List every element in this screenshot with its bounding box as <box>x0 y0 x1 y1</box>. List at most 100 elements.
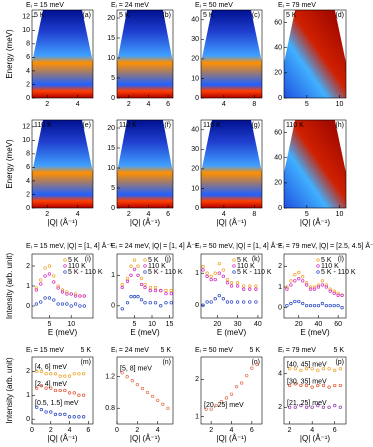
data-point <box>140 386 145 391</box>
heatmap <box>32 10 93 98</box>
legend-label: 5 K <box>237 257 248 264</box>
plot-frame <box>200 253 263 319</box>
data-point <box>53 372 58 376</box>
data-point <box>81 415 86 419</box>
data-point <box>209 274 213 279</box>
data-point <box>321 367 326 371</box>
x-tick-label: 4 <box>76 211 80 218</box>
data-point <box>229 392 234 396</box>
data-point <box>139 298 144 302</box>
data-point <box>287 367 292 371</box>
y-tick-label: 60 <box>274 129 282 136</box>
x-tick-label: 10 <box>336 101 344 108</box>
x-tick-label: 20 <box>213 321 221 328</box>
legend-marker <box>63 258 67 262</box>
x-tick-label: 30 <box>234 321 242 328</box>
data-point <box>332 291 336 295</box>
data-point <box>333 383 337 388</box>
no-coverage <box>251 120 262 173</box>
data-point <box>53 388 58 393</box>
legend-label: 110 K <box>68 263 86 270</box>
data-point <box>254 300 258 304</box>
y-tick-label: 40 <box>191 127 199 134</box>
data-point <box>69 304 73 308</box>
data-point <box>72 391 76 395</box>
data-point <box>327 385 331 389</box>
data-point <box>201 268 205 272</box>
y-tick-label: 12 <box>22 124 30 131</box>
data-point <box>143 282 147 287</box>
plot-frame <box>283 119 347 209</box>
data-point <box>217 271 221 275</box>
data-point <box>153 288 158 293</box>
data-point <box>217 261 221 266</box>
data-point <box>332 289 336 293</box>
y-tick-label: 10 <box>191 75 199 82</box>
temperature: 5 K <box>80 347 91 354</box>
data-point <box>77 372 81 376</box>
data-point <box>129 264 133 268</box>
x-tick-label: 10 <box>148 321 156 328</box>
data-point <box>47 264 52 268</box>
panel-title: Eᵢ = 50 meV, |Q| = [1, 4] Å⁻¹ <box>195 241 282 250</box>
data-point <box>39 407 44 412</box>
data-point <box>242 284 246 288</box>
y-tick-label: 1 <box>278 284 282 291</box>
data-point <box>58 412 62 417</box>
data-point <box>336 303 340 308</box>
data-point <box>52 274 56 278</box>
y-tick-label: 2 <box>26 263 30 270</box>
data-point <box>324 283 328 287</box>
data-point <box>205 274 209 279</box>
data-point <box>164 291 168 296</box>
y-tick-label: 0 <box>278 95 282 102</box>
data-point <box>297 277 301 281</box>
panel-title: Eᵢ = 24 meV <box>111 2 149 9</box>
data-point <box>166 406 170 410</box>
data-point <box>169 301 173 305</box>
no-coverage <box>82 120 93 173</box>
data-point <box>308 287 313 291</box>
y-tick-label: 10 <box>107 55 115 62</box>
panel-title: Eᵢ = 15 meV <box>26 2 64 9</box>
heatmap <box>117 120 173 208</box>
data-point <box>255 362 259 367</box>
data-point <box>47 296 52 300</box>
y-tick-label: 40 <box>191 17 199 24</box>
data-point <box>340 293 344 297</box>
panel-label: (b) <box>162 12 171 19</box>
legend-marker <box>316 258 320 262</box>
y-tick-label: 4 <box>26 68 30 75</box>
no-coverage <box>82 10 93 63</box>
data-point <box>304 383 309 388</box>
data-point <box>204 407 208 411</box>
data-point <box>201 303 205 307</box>
series-label: [20, 25] meV <box>204 402 244 409</box>
data-point <box>285 285 289 289</box>
data-point <box>316 283 321 287</box>
legend-label: 110 K <box>237 263 255 270</box>
plot-frame <box>283 9 347 99</box>
y-tick-label: 2 <box>26 368 30 375</box>
data-point <box>254 284 258 288</box>
y-tick-label: 20 <box>107 15 115 22</box>
data-point <box>235 300 240 304</box>
data-point <box>293 279 297 283</box>
data-point <box>148 285 152 290</box>
panel-title: Eᵢ = 79 meV, |Q| = [2.5, 4.5] Å⁻¹ <box>278 241 373 250</box>
y-tick-label: 1 <box>195 270 199 277</box>
panel-label: (o) <box>251 359 260 366</box>
data-point <box>301 279 305 283</box>
y-axis-label: Intensity (arb. unit) <box>5 253 14 320</box>
data-point <box>47 272 52 276</box>
data-point <box>301 301 305 306</box>
data-point <box>304 303 309 308</box>
data-point <box>143 301 147 305</box>
x-tick-label: 2 <box>127 211 131 218</box>
series-label: [40, 45] meV <box>287 362 327 369</box>
y-tick-label: 0 <box>195 205 199 212</box>
data-point <box>301 275 305 279</box>
temperature: 5 K <box>203 12 214 19</box>
data-point <box>60 290 65 294</box>
